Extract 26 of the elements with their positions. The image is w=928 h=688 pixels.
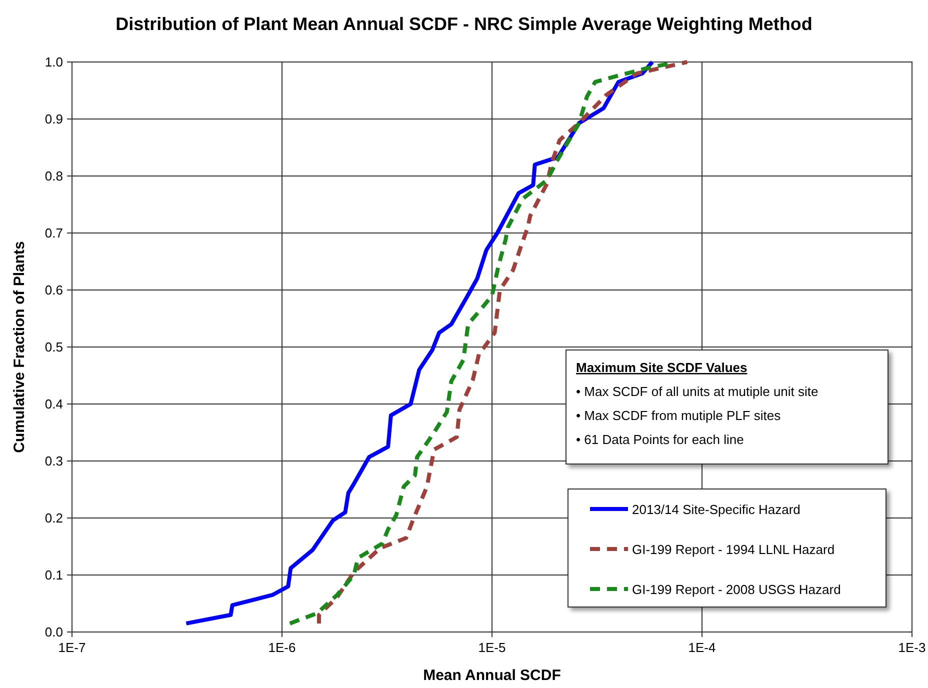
annotation: • Max SCDF from mutiple PLF sites bbox=[576, 408, 782, 423]
y-tick-label: 0.2 bbox=[44, 510, 63, 526]
y-tick-label: 1.0 bbox=[44, 54, 63, 70]
y-tick-label: 0.3 bbox=[44, 454, 63, 468]
x-tick-label: 1E-7 bbox=[58, 640, 86, 655]
y-tick-label: 0.7 bbox=[44, 226, 63, 240]
y-tick-label: 0.5 bbox=[44, 340, 63, 354]
legend-label: GI-199 Report - 2008 USGS Hazard bbox=[632, 582, 841, 597]
annotation: • 61 Data Points for each line bbox=[576, 432, 744, 447]
y-tick-label: 0.9 bbox=[44, 112, 63, 126]
chart-title: Distribution of Plant Mean Annual SCDF - NRC Simple Average Weighting Method bbox=[116, 14, 812, 34]
annotation: Maximum Site SCDF Values bbox=[576, 360, 748, 375]
annotation: • Max SCDF of all units at mutiple unit site bbox=[576, 384, 818, 399]
y-tick-label: 0.6 bbox=[44, 282, 63, 298]
x-tick-label: 1E-5 bbox=[478, 640, 506, 655]
y-tick-label: 0.8 bbox=[44, 168, 63, 184]
x-tick-label: 1E-4 bbox=[688, 640, 716, 655]
y-axis-title: Cumulative Fraction of Plants bbox=[11, 241, 28, 453]
legend-label: 2013/14 Site-Specific Hazard bbox=[632, 502, 800, 517]
legend-label: GI-199 Report - 1994 LLNL Hazard bbox=[632, 542, 835, 557]
y-tick-label: 0.0 bbox=[44, 624, 63, 640]
x-tick-label: 1E-3 bbox=[898, 640, 926, 655]
x-axis-title: Mean Annual SCDF bbox=[423, 667, 561, 684]
y-tick-label: 0.4 bbox=[44, 396, 63, 412]
y-tick-label: 0.1 bbox=[44, 568, 63, 582]
x-tick-label: 1E-6 bbox=[268, 640, 296, 655]
